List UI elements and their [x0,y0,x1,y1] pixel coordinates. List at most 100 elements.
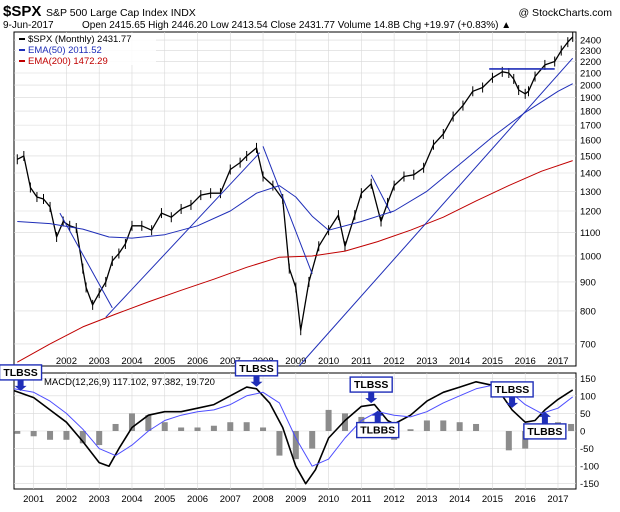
macd-x-tick-label: 2016 [515,494,536,505]
price-y-tick-label: 1700 [580,121,601,132]
macd-histogram-bar [309,431,316,449]
price-y-tick-label: 900 [580,277,596,288]
annotation-label: TLBSS [495,384,529,396]
macd-x-tick-label: 2011 [351,494,371,505]
annotation-arrow [371,410,384,423]
macd-histogram-bar [194,427,201,431]
annotation-arrow [14,379,27,391]
price-y-tick-label: 2000 [580,81,601,92]
annotation-tlbss: TLBSS [234,360,279,387]
price-x-tick-label: 2009 [285,356,306,367]
macd-x-tick-label: 2001 [23,494,44,505]
price-x-tick-label: 2011 [351,356,371,367]
macd-y-tick-label: 0 [580,427,585,438]
annotation-tlbss: TLBSS [490,381,534,408]
macd-histogram-bar [14,431,21,434]
macd-histogram-bar [112,423,119,431]
macd-x-tick-label: 2017 [547,494,568,505]
macd-histogram-bar [440,420,447,431]
macd-x-tick-label: 2006 [187,494,208,505]
macd-histogram-bar [568,423,575,431]
macd-histogram-bar [456,422,463,431]
macd-histogram-bar [522,431,529,449]
price-series-downtrend-2 [262,146,313,275]
macd-y-tick-label: 100 [580,391,596,402]
price-x-tick-label: 2004 [121,356,142,367]
annotation-tlbss: TLBSS [349,376,393,404]
macd-histogram-bar [473,423,480,431]
macd-histogram-bar [243,422,250,431]
annotation-label: TLBBS [527,426,562,438]
legend-entry: EMA(200) 1472.29 [28,56,108,67]
price-y-tick-label: 1800 [580,107,601,118]
price-x-tick-label: 2010 [318,356,339,367]
macd-x-tick-label: 2005 [154,494,175,505]
price-series-downtrend-3 [370,174,392,214]
quote-date: 9-Jun-2017 [3,20,54,31]
macd-y-tick-label: -100 [580,462,599,473]
macd-x-tick-label: 2015 [482,494,503,505]
annotation-tlbss: TLBSS [0,364,43,391]
macd-x-tick-label: 2003 [89,494,110,505]
price-x-tick-label: 2003 [89,356,110,367]
price-x-tick-label: 2016 [515,356,536,367]
price-y-tick-label: 2200 [580,57,601,68]
macd-histogram-bar [161,422,168,431]
legend-entry: EMA(50) 2011.52 [28,45,102,56]
macd-histogram-bar [178,427,185,431]
macd-y-tick-label: -50 [580,444,594,455]
price-y-tick-label: 1400 [580,168,601,179]
macd-histogram-bar [30,431,37,437]
price-series-ema50 [17,83,573,239]
macd-panel: -150 -100 -50 0 50 100 150 2001 2002 2003 2004 2005… [0,360,599,505]
macd-histogram-bar [63,431,70,440]
macd-legend-entry: MACD(12,26,9) 117.102, 97.382, 19.720 [44,377,215,388]
annotation-label: TLBSS [239,363,273,375]
annotation-tlbbs: TLBBS [356,410,400,439]
annotation-box [349,376,393,393]
price-y-tick-label: 1900 [580,93,601,104]
index-name: S&P 500 Large Cap Index INDX [46,7,196,19]
macd-x-tick-label: 2012 [384,494,405,505]
macd-series-signal [13,384,574,467]
price-series-ema200 [17,160,573,363]
macd-x-tick-label: 2010 [318,494,339,505]
macd-x-tick-label: 2004 [121,494,142,505]
price-y-tick-label: 2100 [580,69,601,80]
price-y-tick-label: 1600 [580,136,601,147]
price-y-tick-label: 1300 [580,187,601,198]
macd-histogram-bar [423,420,430,431]
macd-y-tick-label: -150 [580,479,599,490]
macd-x-tick-label: 2007 [220,494,241,505]
legend-box [16,33,156,65]
macd-histogram-bar [505,431,512,451]
macd-histogram-bar [128,413,135,431]
price-x-tick-label: 2005 [154,356,175,367]
symbol-title: $SPX [3,3,41,20]
price-x-tick-label: 2015 [482,356,503,367]
price-plot-area [13,31,577,367]
macd-histogram-bar [145,415,152,431]
price-x-tick-label: 2013 [416,356,437,367]
price-y-tick-label: 800 [580,306,596,317]
legend-entry: $SPX (Monthly) 2431.77 [28,34,132,45]
price-y-tick-label: 1100 [580,228,600,239]
macd-x-tick-label: 2013 [416,494,437,505]
macd-x-tick-label: 2008 [252,494,273,505]
price-y-tick-label: 2300 [580,46,601,57]
macd-histogram-bar [341,413,348,431]
macd-histogram-bar [260,427,267,431]
price-x-tick-label: 2017 [547,356,568,367]
annotation-label: TLBSS [354,379,388,391]
price-y-tick-label: 2400 [580,36,601,47]
price-y-tick-label: 1000 [580,251,601,262]
macd-histogram-bar [79,431,86,444]
quote-line: Open 2415.65 High 2446.20 Low 2413.54 Cl… [82,20,511,31]
macd-x-tick-label: 2002 [56,494,77,505]
macd-histogram-bar [96,431,103,446]
macd-histogram-bar [47,431,54,440]
price-series-downtrend-1 [59,212,113,309]
